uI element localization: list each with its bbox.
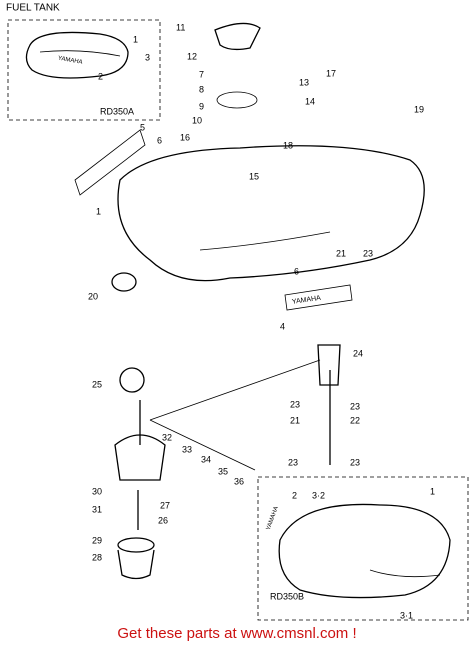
callout: 6 [294,266,299,276]
cock-24 [317,344,341,386]
tank-outline [25,31,129,79]
callout: 19 [414,104,424,114]
callout: 32 [162,432,172,442]
callout: 33 [182,444,192,454]
tank-stripe [369,569,441,578]
tank-stripe [39,50,121,57]
tank-outline [278,503,451,599]
callout: 20 [88,291,98,301]
callout: 11 [176,22,185,32]
callout: 3 [145,52,150,62]
cup [117,537,155,553]
callout: 2 [98,71,103,81]
inset-b: YAMAHA RD350B [257,476,469,621]
callout: 23 [363,248,373,258]
callout: 13 [299,77,309,87]
callout: 26 [158,515,168,525]
callout: 34 [201,454,211,464]
callout: 23 [350,401,360,411]
callout: 36 [234,476,244,486]
fuel-cock [114,344,341,580]
inset-label: RD350A [100,106,134,116]
callout: 24 [353,348,363,358]
callout: 31 [92,504,102,514]
leader [149,359,321,421]
callout: 10 [192,115,202,125]
o-ring [119,367,145,393]
callout: 3·2 [312,490,325,500]
cap-20 [111,272,137,292]
callout: 15 [249,171,259,181]
callout: 23 [290,399,300,409]
leader [149,419,256,471]
callout: 28 [92,552,102,562]
callout: 2 [292,490,297,500]
callout: 4 [280,321,285,331]
fuel-cap [214,22,261,51]
callout: 17 [326,68,336,78]
callout: 35 [218,466,228,476]
inset-label: RD350B [270,591,304,601]
page-title: FUEL TANK [6,3,60,14]
cup-body [117,549,155,580]
callout: 25 [92,379,102,389]
callout: 1 [430,486,435,496]
callout: 14 [305,96,315,106]
callout: 8 [199,84,204,94]
badge: YAMAHA [57,56,83,66]
footer-link[interactable]: Get these parts at www.cmsnl.com ! [117,625,356,642]
tank-stripe [199,231,331,251]
callout: 16 [180,132,190,142]
callout: 21 [336,248,346,258]
inset-frame [257,476,469,621]
callout: 6 [157,135,162,145]
badge: YAMAHA [266,506,280,531]
callout: 1 [96,206,101,216]
callout: 18 [283,140,293,150]
main-tank: YAMAHA [74,22,425,311]
inset-a: YAMAHA RD350A [7,19,161,121]
callout: 7 [199,69,204,79]
tank-outline [117,145,425,282]
callout: 23 [350,457,360,467]
callout: 30 [92,486,102,496]
emblem: YAMAHA [292,295,322,306]
callout: 1 [133,34,138,44]
emblem-plate [284,284,353,311]
callout: 3·1 [400,610,413,620]
callout: 21 [290,415,300,425]
callout: 5 [140,122,145,132]
callout: 29 [92,535,102,545]
cock-body [114,434,166,481]
callout: 12 [187,51,197,61]
rubber-strip [74,129,146,196]
callout: 9 [199,101,204,111]
cap-seal [216,91,258,109]
callout: 23 [288,457,298,467]
callout: 22 [350,415,360,425]
callout: 27 [160,500,170,510]
